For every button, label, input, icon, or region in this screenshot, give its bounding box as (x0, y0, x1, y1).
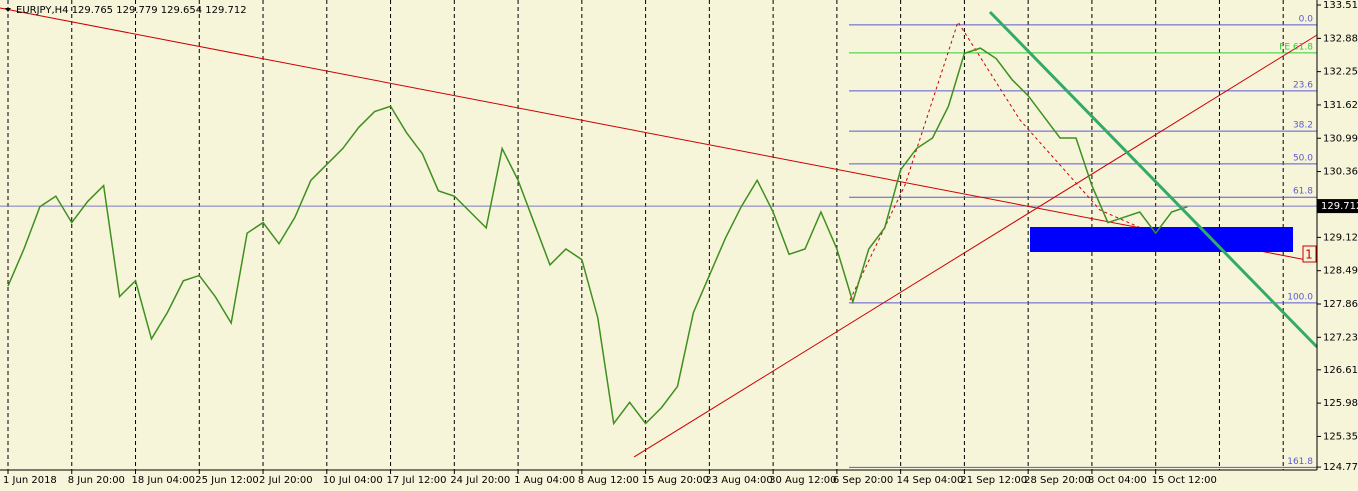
y-tick-label: 125.355 (1323, 431, 1358, 442)
y-tick-label: 132.255 (1323, 67, 1358, 78)
y-tick-label: 127.230 (1323, 332, 1358, 343)
x-tick-label: 8 Aug 12:00 (578, 475, 639, 486)
y-tick-label: 124.775 (1323, 462, 1358, 473)
fib-label: 161.8 (1287, 457, 1313, 467)
x-tick-label: 15 Aug 20:00 (642, 475, 709, 486)
plot (7, 47, 1188, 426)
x-tick-label: 25 Jun 12:00 (195, 475, 259, 486)
x-tick-label: 6 Sep 20:00 (833, 475, 893, 486)
fib-label: FE 61.8 (1279, 42, 1313, 52)
x-tick-label: 1 Jun 2018 (3, 475, 57, 486)
y-tick-label: 133.515 (1323, 0, 1358, 11)
trend-line (988, 10, 1319, 349)
last-price-label: 129.712 (1321, 201, 1358, 212)
marker-label: 1 (1305, 248, 1313, 262)
marker-box (1302, 245, 1317, 263)
grid (0, 0, 1317, 470)
x-tick-label: 10 Jul 04:00 (323, 475, 383, 486)
y-tick-label: 127.860 (1323, 299, 1358, 310)
fib-label: 38.2 (1293, 121, 1313, 131)
price-line (7, 47, 1188, 426)
x-tick-label: 28 Sep 20:00 (1024, 475, 1091, 486)
last-price-box (1317, 199, 1358, 214)
x-tick-label: 17 Jul 12:00 (387, 475, 447, 486)
x-tick-label: 15 Oct 12:00 (1152, 475, 1217, 486)
fib-label: 23.6 (1293, 80, 1313, 90)
fib-label: 50.0 (1293, 153, 1313, 163)
x-tick-label: 30 Aug 12:00 (769, 475, 836, 486)
fib-label: 61.8 (1293, 187, 1313, 197)
x-tick-label: 21 Sep 12:00 (960, 475, 1027, 486)
y-tick-label: 126.615 (1323, 365, 1358, 376)
trend-line (0, 7, 1318, 263)
y-tick-label: 132.885 (1323, 33, 1358, 44)
x-tick-label: 2 Jul 20:00 (259, 475, 313, 486)
x-tick-label: 14 Sep 04:00 (897, 475, 964, 486)
x-tick-label: 23 Aug 04:00 (705, 475, 772, 486)
y-tick-label: 125.985 (1323, 398, 1358, 409)
chart-title: EURJPY,H4 129.765 129.779 129.654 129.71… (16, 5, 247, 16)
y-tick-label: 131.625 (1323, 100, 1358, 111)
fib-label: 0.0 (1299, 14, 1314, 24)
x-tick-label: 18 Jun 04:00 (132, 475, 196, 486)
y-tick-label: 130.365 (1323, 167, 1358, 178)
y-tick-label: 128.490 (1323, 266, 1358, 277)
x-tick-label: 1 Aug 04:00 (514, 475, 575, 486)
menu-icon[interactable] (5, 8, 11, 12)
zone (1030, 227, 1293, 252)
y-tick-label: 130.995 (1323, 133, 1358, 144)
x-tick-label: 24 Jul 20:00 (450, 475, 510, 486)
zigzag (849, 20, 1151, 301)
x-tick-label: 8 Oct 04:00 (1088, 475, 1147, 486)
trend-line (633, 34, 1318, 458)
fib-label: 100.0 (1287, 292, 1313, 302)
x-tick-label: 8 Jun 20:00 (68, 475, 125, 486)
y-tick-label: 129.120 (1323, 232, 1358, 243)
